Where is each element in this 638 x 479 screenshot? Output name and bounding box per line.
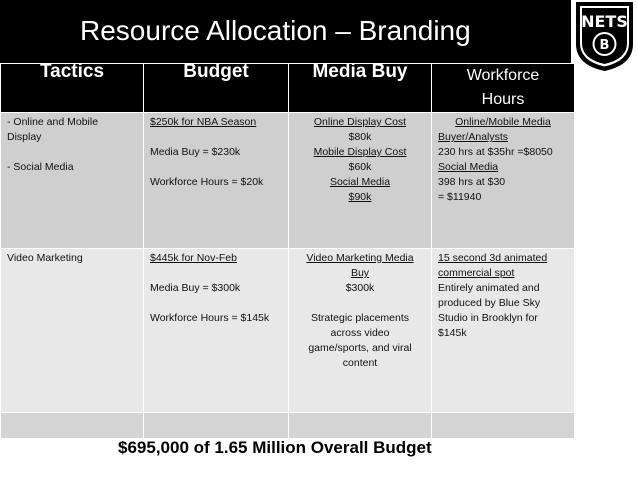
table-row-empty [0, 412, 575, 439]
logo-text: NETS [581, 12, 628, 31]
empty-cell [431, 412, 575, 439]
brooklyn-nets-logo: NETS B [571, 0, 638, 72]
cell-budget: $445k for Nov-Feb Media Buy = $300k Work… [143, 248, 289, 413]
table-row: - Online and Mobile Display - Social Med… [0, 112, 575, 249]
header-tactics: Tactics [0, 62, 144, 113]
cell-workforce: Online/Mobile Media Buyer/Analysts 230 h… [431, 112, 575, 249]
cell-workforce: 15 second 3d animated commercial spot En… [431, 248, 575, 413]
allocation-table: Tactics Budget Media Buy Workforce Hours… [0, 62, 575, 439]
cell-tactics: - Online and Mobile Display - Social Med… [0, 112, 144, 249]
cell-tactics: Video Marketing [0, 248, 144, 413]
svg-text:B: B [600, 38, 610, 53]
header-workforce-hours: Workforce Hours [431, 63, 575, 113]
cell-budget: $250k for NBA Season Media Buy = $230k W… [143, 112, 289, 249]
cell-media-buy: Online Display Cost $80k Mobile Display … [288, 112, 432, 249]
slide-title: Resource Allocation – Branding [80, 15, 471, 46]
empty-cell [0, 412, 144, 439]
budget-summary: $695,000 of 1.65 Million Overall Budget [118, 438, 432, 457]
cell-media-buy: Video Marketing Media Buy $300k Strategi… [288, 248, 432, 413]
header-budget: Budget [143, 62, 289, 113]
empty-cell [143, 412, 289, 439]
empty-cell [288, 412, 432, 439]
header-media-buy: Media Buy [288, 62, 432, 113]
table-row: Video Marketing $445k for Nov-Feb Media … [0, 248, 575, 413]
title-bar: Resource Allocation – Branding [0, 0, 572, 63]
logo-shield-icon: NETS B [576, 2, 633, 72]
header-row: Tactics Budget Media Buy Workforce Hours [0, 62, 575, 113]
